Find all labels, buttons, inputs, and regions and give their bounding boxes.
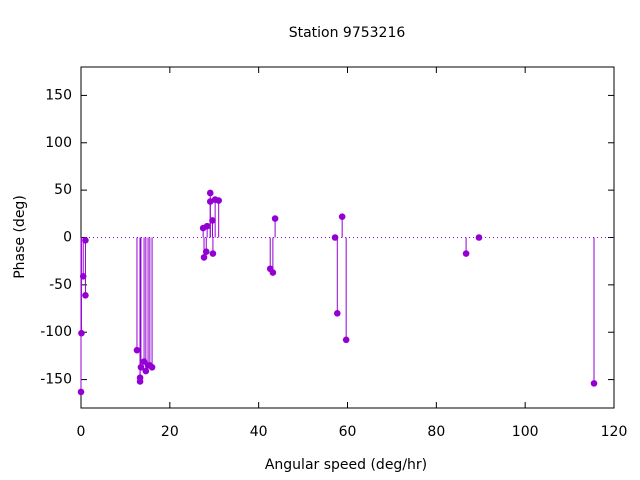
chart-title: Station 9753216 xyxy=(289,25,406,41)
point xyxy=(202,248,210,256)
point xyxy=(342,336,350,344)
point xyxy=(203,222,211,230)
y-tick-label: 150 xyxy=(45,87,72,103)
y-tick-label: 0 xyxy=(63,230,72,246)
x-tick-label: 120 xyxy=(601,424,628,440)
point xyxy=(271,215,279,222)
point xyxy=(82,291,89,299)
point xyxy=(136,378,144,385)
point xyxy=(78,329,85,337)
y-tick-label: -50 xyxy=(49,277,72,293)
point xyxy=(331,234,339,241)
point xyxy=(462,250,470,257)
point xyxy=(79,273,87,280)
x-axis-label: Angular speed (deg/hr) xyxy=(265,457,427,473)
y-axis-label: Phase (deg) xyxy=(12,195,28,279)
point xyxy=(77,388,85,396)
point xyxy=(475,234,483,241)
point xyxy=(209,217,216,224)
point xyxy=(333,309,341,317)
point xyxy=(200,254,208,261)
plot-frame xyxy=(80,66,615,409)
point xyxy=(269,269,277,276)
point xyxy=(142,367,150,375)
point xyxy=(133,346,141,354)
x-tick-label: 20 xyxy=(161,424,179,440)
y-tick-label: -100 xyxy=(40,324,72,340)
point xyxy=(82,237,89,244)
point xyxy=(590,380,598,387)
y-tick-label: 100 xyxy=(45,135,72,151)
x-tick-label: 80 xyxy=(427,424,445,440)
x-tick-label: 100 xyxy=(512,424,539,440)
y-tick-label: -150 xyxy=(40,372,72,388)
y-tick-label: 50 xyxy=(54,182,72,198)
x-tick-label: 40 xyxy=(250,424,268,440)
point xyxy=(206,189,214,197)
point xyxy=(148,363,156,371)
point xyxy=(215,197,222,204)
point xyxy=(209,250,217,257)
point xyxy=(137,363,145,371)
x-tick-label: 0 xyxy=(77,424,86,440)
point xyxy=(338,213,346,220)
x-tick-label: 60 xyxy=(339,424,357,440)
